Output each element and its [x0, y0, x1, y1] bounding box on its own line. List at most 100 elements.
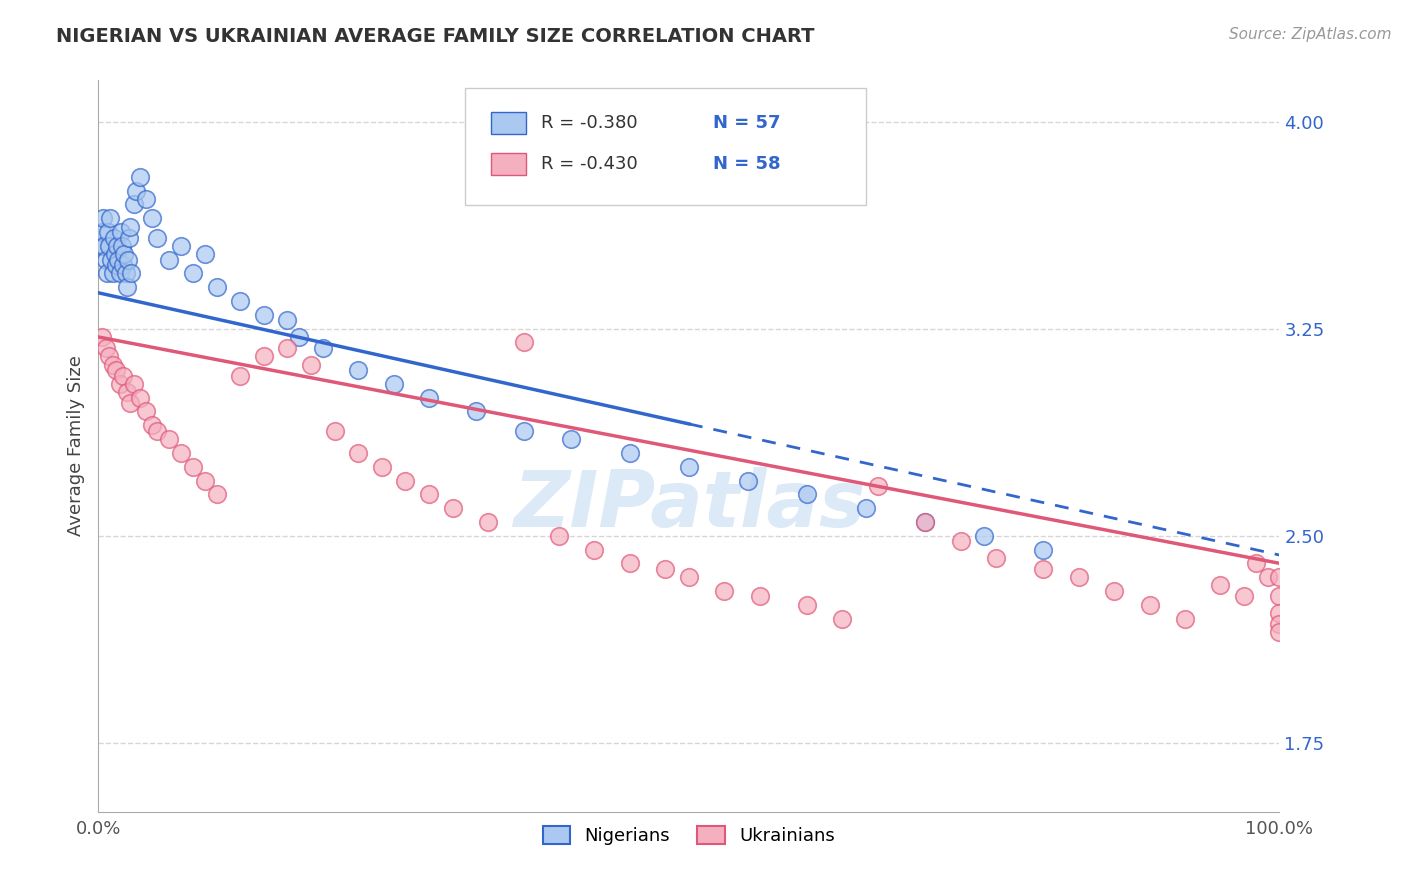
Point — [394, 474, 416, 488]
Point — [115, 385, 138, 400]
Point — [713, 583, 735, 598]
Point — [831, 611, 853, 625]
Point — [418, 487, 440, 501]
Point — [1257, 570, 1279, 584]
FancyBboxPatch shape — [464, 87, 866, 204]
Point — [973, 529, 995, 543]
Point — [1268, 570, 1291, 584]
Point — [103, 230, 125, 244]
Y-axis label: Average Family Size: Average Family Size — [66, 356, 84, 536]
Point — [93, 239, 115, 253]
Point — [949, 534, 972, 549]
Point — [98, 211, 121, 226]
Point — [101, 358, 124, 372]
Point — [181, 459, 204, 474]
Point — [122, 197, 145, 211]
Point — [253, 349, 276, 363]
Point — [1268, 625, 1291, 640]
Point — [146, 424, 169, 438]
Point — [91, 211, 114, 226]
Point — [157, 252, 180, 267]
Point — [560, 432, 582, 446]
Point — [110, 225, 132, 239]
Point — [371, 459, 394, 474]
Point — [678, 459, 700, 474]
Point — [96, 267, 118, 281]
Point — [796, 487, 818, 501]
Point — [105, 258, 128, 272]
Point — [112, 368, 135, 383]
Point — [737, 474, 759, 488]
Point — [299, 358, 322, 372]
Point — [1268, 606, 1291, 620]
Point — [1244, 557, 1267, 571]
Point — [914, 515, 936, 529]
Point — [477, 515, 499, 529]
Point — [98, 349, 121, 363]
Legend: Nigerians, Ukrainians: Nigerians, Ukrainians — [534, 816, 844, 854]
Point — [194, 474, 217, 488]
Point — [122, 376, 145, 391]
Bar — [491, 153, 526, 176]
Point — [619, 557, 641, 571]
Point — [347, 446, 370, 460]
Point — [141, 418, 163, 433]
Point — [1268, 617, 1291, 632]
Point — [135, 192, 157, 206]
Point — [141, 211, 163, 226]
Point — [98, 239, 121, 253]
Point — [1032, 562, 1054, 576]
Point — [104, 247, 127, 261]
Point — [323, 424, 346, 438]
Point — [91, 225, 114, 239]
Point — [984, 550, 1007, 565]
Point — [112, 247, 135, 261]
Point — [347, 363, 370, 377]
Point — [194, 247, 217, 261]
Point — [855, 501, 877, 516]
Point — [170, 239, 193, 253]
Point — [107, 252, 129, 267]
Point — [91, 330, 114, 344]
Bar — [491, 112, 526, 134]
Point — [111, 239, 134, 253]
Point — [94, 252, 117, 267]
Point — [512, 424, 534, 438]
Text: N = 57: N = 57 — [713, 113, 780, 132]
Point — [1174, 611, 1197, 625]
Point — [115, 280, 138, 294]
Text: R = -0.430: R = -0.430 — [541, 155, 638, 173]
Text: N = 58: N = 58 — [713, 155, 780, 173]
Point — [114, 267, 136, 281]
Text: NIGERIAN VS UKRAINIAN AVERAGE FAMILY SIZE CORRELATION CHART: NIGERIAN VS UKRAINIAN AVERAGE FAMILY SIZ… — [56, 27, 814, 45]
Point — [108, 267, 131, 281]
Point — [157, 432, 180, 446]
Point — [382, 376, 405, 391]
Point — [105, 363, 128, 377]
Point — [288, 330, 311, 344]
Point — [120, 396, 142, 410]
Point — [146, 230, 169, 244]
Point — [112, 258, 135, 272]
Point — [1139, 598, 1161, 612]
Point — [1233, 590, 1256, 604]
Point — [100, 252, 122, 267]
Point — [441, 501, 464, 516]
Point — [121, 267, 143, 281]
Point — [120, 219, 142, 234]
Point — [548, 529, 571, 543]
Point — [90, 239, 112, 253]
Point — [205, 487, 228, 501]
Point — [1032, 542, 1054, 557]
Point — [418, 391, 440, 405]
Point — [253, 308, 276, 322]
Point — [276, 313, 298, 327]
Text: R = -0.380: R = -0.380 — [541, 113, 638, 132]
Point — [181, 267, 204, 281]
Point — [135, 404, 157, 418]
Point — [583, 542, 606, 557]
Point — [1067, 570, 1090, 584]
Point — [128, 391, 150, 405]
Point — [914, 515, 936, 529]
Point — [170, 446, 193, 460]
